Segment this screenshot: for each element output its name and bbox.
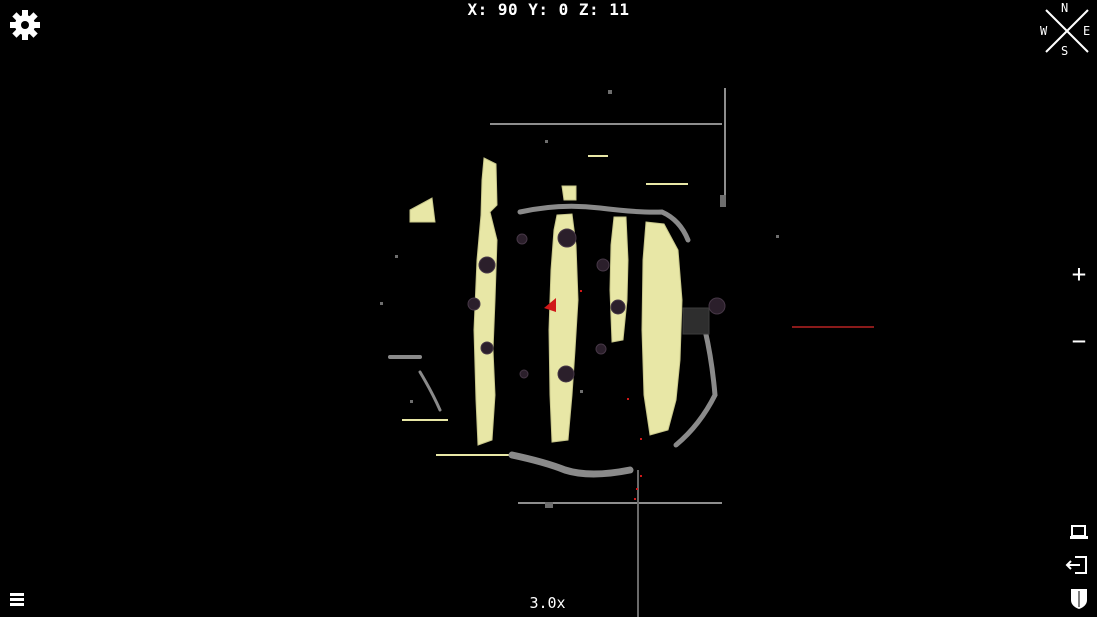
compass-west: W: [1040, 24, 1048, 38]
settings-button[interactable]: [9, 9, 41, 41]
compass-north: N: [1061, 1, 1069, 15]
gray-terrain: [388, 203, 718, 478]
compass-east: E: [1083, 24, 1091, 38]
compass[interactable]: N E S W: [1038, 2, 1096, 60]
player-marker: [544, 298, 556, 312]
entity-dots: [467, 228, 726, 383]
compass-south: S: [1061, 44, 1069, 58]
structure-lines: [490, 88, 726, 617]
red-particles: [580, 290, 642, 500]
exit-button[interactable]: [1065, 555, 1089, 575]
gear-icon: [10, 10, 40, 40]
zoom-out-button[interactable]: −: [1071, 327, 1087, 355]
exit-icon: [1065, 556, 1087, 574]
debris: [380, 90, 779, 508]
window-icon: [1070, 525, 1088, 539]
compass-icon: [1045, 9, 1089, 53]
layers-icon: [10, 593, 24, 606]
terrain-strips: [409, 157, 683, 446]
coordinates-readout: X: 90 Y: 0 Z: 11: [467, 0, 630, 19]
zoom-in-button[interactable]: +: [1071, 260, 1087, 288]
window-button[interactable]: [1068, 521, 1090, 543]
shield-button[interactable]: [1068, 587, 1090, 611]
layers-button[interactable]: [8, 590, 28, 610]
shield-icon: [1071, 589, 1087, 609]
yellow-lines: [402, 155, 688, 456]
zoom-level: 3.0x: [529, 594, 566, 612]
